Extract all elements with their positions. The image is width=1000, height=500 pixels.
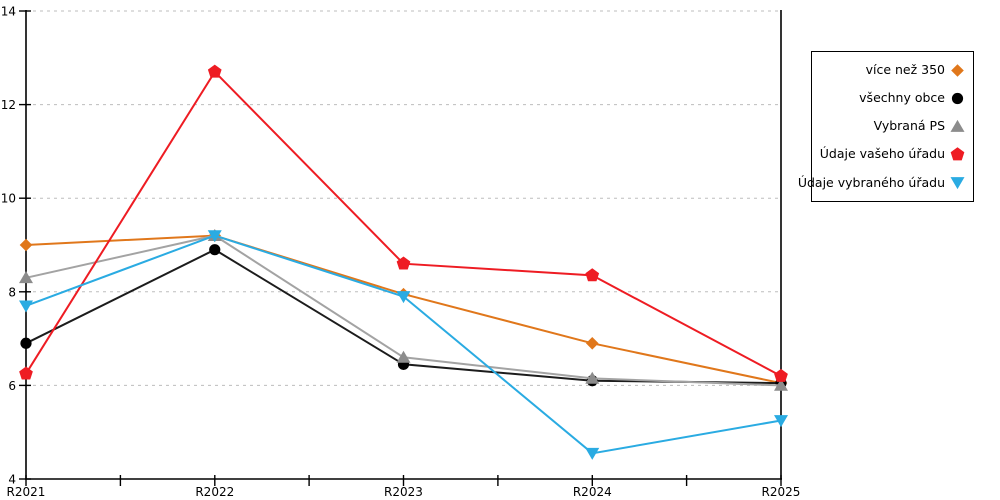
y-tick-label: 4 bbox=[8, 473, 16, 487]
y-tick-label: 6 bbox=[8, 379, 16, 393]
legend-item: více než 350 bbox=[816, 63, 965, 78]
legend-pentagon-icon bbox=[950, 147, 965, 161]
legend-item: Údaje vybraného úřadu bbox=[798, 175, 965, 190]
legend-label: Vybraná PS bbox=[873, 118, 945, 134]
x-tick-label: R2021 bbox=[7, 485, 46, 499]
y-tick-label: 8 bbox=[8, 285, 16, 299]
x-tick-label: R2023 bbox=[384, 485, 423, 499]
legend-diamond-icon bbox=[951, 63, 964, 77]
legend-label: Údaje vybraného úřadu bbox=[797, 174, 945, 190]
y-tick-label: 10 bbox=[1, 192, 16, 206]
legend-triangle-down-icon bbox=[950, 177, 965, 190]
legend-item: Vybraná PS bbox=[816, 119, 965, 134]
series-line bbox=[25, 70, 782, 377]
legend-circle-icon bbox=[951, 92, 964, 104]
legend-triangle-up-icon bbox=[950, 119, 965, 132]
legend-label: více než 350 bbox=[865, 61, 945, 77]
x-tick-label: R2022 bbox=[195, 485, 234, 499]
legend-label: Údaje vašeho úřadu bbox=[819, 146, 945, 162]
legend-item: Údaje vašeho úřadu bbox=[816, 147, 965, 162]
y-tick-label: 12 bbox=[1, 98, 16, 112]
y-tick-label: 14 bbox=[1, 5, 16, 19]
x-tick-label: R2025 bbox=[762, 485, 801, 499]
legend-item: všechny obce bbox=[816, 91, 965, 106]
legend-label: všechny obce bbox=[859, 90, 945, 106]
x-tick-label: R2024 bbox=[573, 485, 612, 499]
chart-legend: více než 350 všechny obce Vybraná PS Údaje … bbox=[798, 51, 974, 202]
